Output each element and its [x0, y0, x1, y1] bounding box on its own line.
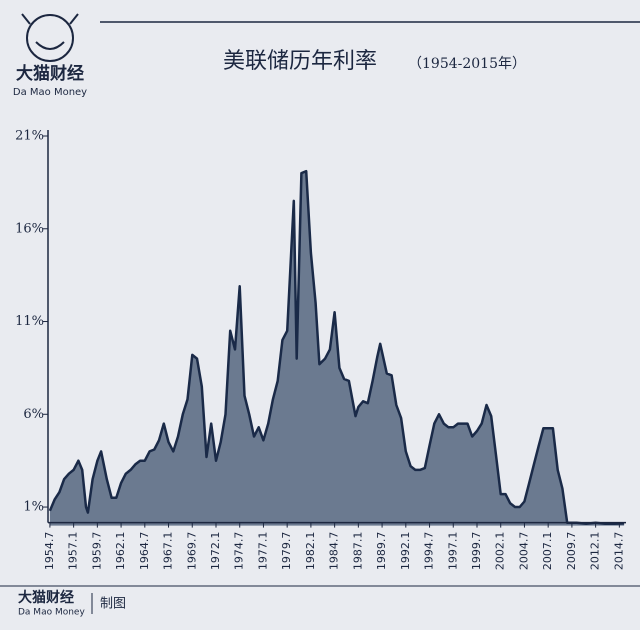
x-tick-label: 1992.1 [399, 532, 412, 571]
x-tick-label: 2007.1 [541, 532, 554, 571]
x-tick-label: 1972.1 [209, 532, 222, 571]
x-tick-label: 1962.1 [114, 532, 127, 571]
x-tick-label: 1982.1 [304, 532, 317, 571]
x-tick-label: 2002.1 [494, 532, 507, 571]
footer-note: 制图 [100, 597, 126, 612]
logo-text: 大猫财经 [16, 63, 84, 84]
x-tick-label: 1974.7 [233, 532, 246, 571]
logo-face [26, 14, 74, 62]
area-line [48, 169, 625, 525]
logo [21, 13, 79, 62]
y-tick-label: 6% [23, 407, 44, 422]
x-tick-label: 1994.7 [423, 532, 436, 571]
x-tick-label: 2009.7 [565, 532, 578, 571]
logo-ears [21, 13, 79, 25]
x-tick-label: 1957.1 [67, 532, 80, 571]
x-tick-label: 1997.1 [446, 532, 459, 571]
logo-smile [35, 41, 65, 50]
y-tick-label: 16% [15, 221, 44, 236]
x-tick-label: 1979.7 [280, 532, 293, 571]
y-tick-label: 1% [23, 500, 44, 515]
x-tick-label: 1967.1 [162, 532, 175, 571]
x-tick-label: 1959.7 [90, 532, 103, 571]
x-tick-label: 2014.7 [612, 532, 625, 571]
y-tick-label: 21% [15, 129, 44, 144]
x-tick-label: 1987.1 [351, 532, 364, 571]
footer-logo: 大猫财经 [18, 589, 74, 606]
x-tick-label: 2004.7 [517, 532, 530, 571]
x-tick-label: 1984.7 [328, 532, 341, 571]
x-tick-label: 1964.7 [138, 532, 151, 571]
chart-subtitle: （1954-2015年） [408, 56, 526, 72]
x-tick-label: 1999.7 [470, 532, 483, 571]
x-tick-label: 1989.7 [375, 532, 388, 571]
x-tick-label: 1969.7 [185, 532, 198, 571]
logo-subtext: Da Mao Money [13, 87, 87, 98]
x-tick-label: 2012.1 [589, 532, 602, 571]
footer-logo-sub: Da Mao Money [18, 608, 85, 618]
x-tick-label: 1977.1 [256, 532, 269, 571]
y-tick-label: 11% [15, 314, 44, 329]
x-tick-label: 1954.7 [43, 532, 56, 571]
chart-title: 美联储历年利率 [223, 49, 377, 74]
